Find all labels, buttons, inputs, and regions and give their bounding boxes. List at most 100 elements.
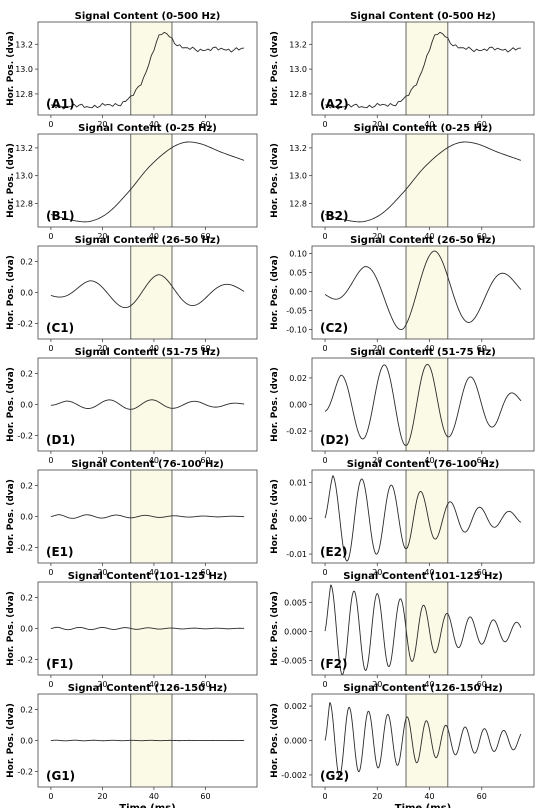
y-tick-label: 13.2	[15, 144, 33, 153]
signal-line	[50, 31, 245, 110]
panel-e2: 0 20 40 60 -0.01 0.00 0.01 Signal Content (76-1…	[270, 459, 535, 577]
x-tick-label: 0	[48, 456, 53, 465]
x-tick-label: 40	[424, 792, 434, 801]
y-axis-label: Hor. Pos. (dva)	[270, 143, 280, 218]
x-tick-label: 0	[323, 232, 328, 241]
y-tick-label: -0.02	[286, 427, 307, 436]
y-tick-label: 13.0	[289, 172, 307, 181]
panel-c1: 0 20 40 60 -0.2 0.0 0.2 Signal Content (26-50 H…	[6, 235, 258, 353]
y-axis-label: Hor. Pos. (dva)	[6, 703, 16, 778]
x-tick-label: 60	[477, 568, 487, 577]
panel-b2: 0 20 40 60 12.8 13.0 13.2 Signal Content (0-25 …	[270, 123, 535, 241]
shaded-region	[406, 22, 448, 115]
y-tick-label: -0.2	[17, 656, 33, 665]
x-tick-label: 20	[372, 232, 382, 241]
plot-frame	[311, 581, 535, 676]
shaded-region	[406, 358, 448, 451]
panel-label: (G2)	[320, 769, 349, 783]
shaded-region	[406, 470, 448, 563]
y-tick-label: 12.8	[15, 90, 33, 99]
panel-title: Signal Content (0-500 Hz)	[75, 11, 221, 22]
y-tick-label: 0.00	[289, 288, 307, 297]
y-tick-label: 0.000	[284, 627, 307, 636]
y-tick-label: 13.0	[15, 172, 33, 181]
panel-f1: 0 20 40 60 -0.2 0.0 0.2 Signal Content (101-125…	[6, 571, 258, 689]
panel-g2: 0 20 40 60 -0.002 0.000 0.002 Signal Content (1…	[270, 683, 535, 808]
x-tick-label: 40	[424, 456, 434, 465]
y-tick-label: 0.10	[289, 250, 307, 259]
signal-line	[324, 141, 522, 223]
plot-frame	[311, 245, 535, 340]
x-tick-label: 60	[477, 456, 487, 465]
x-tick-label: 60	[200, 232, 210, 241]
x-tick-label: 60	[200, 344, 210, 353]
x-tick-label: 20	[372, 568, 382, 577]
panel-title: Signal Content (51-75 Hz)	[75, 347, 221, 358]
x-axis-label: Time (ms)	[395, 803, 451, 808]
x-tick-label: 60	[477, 680, 487, 689]
shaded-region	[130, 246, 172, 339]
y-tick-label: -0.002	[281, 771, 307, 780]
panel-title: Signal Content (26-50 Hz)	[350, 235, 496, 246]
x-tick-label: 60	[477, 120, 487, 129]
y-tick-label: -0.2	[17, 544, 33, 553]
x-tick-label: 20	[97, 456, 107, 465]
x-tick-label: 40	[149, 568, 159, 577]
y-tick-label: 13.2	[15, 40, 33, 49]
panel-title: Signal Content (0-500 Hz)	[350, 11, 496, 22]
shaded-region	[130, 134, 172, 227]
y-axis-label: Hor. Pos. (dva)	[270, 703, 280, 778]
y-axis-label: Hor. Pos. (dva)	[270, 591, 280, 666]
shaded-region	[406, 134, 448, 227]
x-tick-label: 40	[149, 680, 159, 689]
y-tick-label: 13.0	[15, 65, 33, 74]
y-tick-label: 0.0	[20, 289, 33, 298]
y-tick-label: -0.2	[17, 320, 33, 329]
signal-line	[325, 31, 521, 110]
x-tick-label: 60	[200, 568, 210, 577]
panel-title: Signal Content (101-125 Hz)	[343, 571, 503, 582]
y-axis-label: Hor. Pos. (dva)	[270, 255, 280, 330]
x-tick-label: 0	[323, 344, 328, 353]
panel-title: Signal Content (0-25 Hz)	[354, 123, 493, 134]
panel-label: (D1)	[46, 433, 75, 447]
panel-e1: 0 20 40 60 -0.2 0.0 0.2 Signal Content (76-100 …	[6, 459, 258, 577]
y-tick-label: 0.005	[284, 598, 307, 607]
x-tick-label: 0	[48, 792, 53, 801]
panel-f2: 0 20 40 60 -0.005 0.000 0.005 Signal Content (1…	[270, 571, 535, 689]
panel-label: (B1)	[46, 209, 74, 223]
y-tick-label: 12.8	[289, 199, 307, 208]
x-tick-label: 0	[323, 120, 328, 129]
y-tick-label: -0.005	[281, 656, 307, 665]
x-tick-label: 20	[97, 344, 107, 353]
panel-title: Signal Content (126-150 Hz)	[343, 683, 503, 694]
y-tick-label: 0.2	[20, 594, 33, 603]
y-tick-label: 0.05	[289, 269, 307, 278]
y-tick-label: 0.0	[20, 401, 33, 410]
plot-frame	[311, 469, 535, 564]
signal-line	[324, 584, 522, 676]
x-tick-label: 40	[149, 232, 159, 241]
x-tick-label: 0	[323, 568, 328, 577]
panel-g1: 0 20 40 60 -0.2 0.0 0.2 Signal Content (126-150…	[6, 683, 258, 808]
x-tick-label: 40	[149, 456, 159, 465]
x-tick-label: 60	[200, 456, 210, 465]
x-tick-label: 40	[424, 344, 434, 353]
panel-a2: 0 20 40 60 12.8 13.0 13.2 Signal Content (0-500…	[270, 11, 535, 129]
y-axis-label: Hor. Pos. (dva)	[6, 255, 16, 330]
signal-line	[50, 399, 245, 410]
y-tick-label: -0.01	[286, 550, 307, 559]
x-tick-label: 0	[323, 680, 328, 689]
y-tick-label: 0.2	[20, 706, 33, 715]
x-tick-label: 20	[97, 680, 107, 689]
panel-d1: 0 20 40 60 -0.2 0.0 0.2 Signal Content (51-75 H…	[6, 347, 258, 465]
x-tick-label: 20	[372, 680, 382, 689]
signal-line	[50, 739, 245, 742]
x-tick-label: 0	[48, 568, 53, 577]
y-tick-label: 0.002	[284, 702, 307, 711]
y-axis-label: Hor. Pos. (dva)	[270, 367, 280, 442]
shaded-region	[130, 22, 172, 115]
x-tick-label: 20	[97, 568, 107, 577]
y-tick-label: -0.2	[17, 432, 33, 441]
y-axis-label: Hor. Pos. (dva)	[270, 479, 280, 554]
